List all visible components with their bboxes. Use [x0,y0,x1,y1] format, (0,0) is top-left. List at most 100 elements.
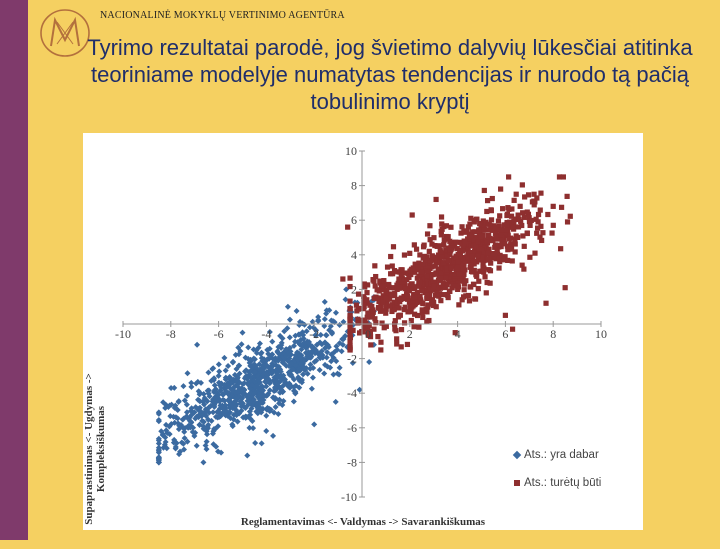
data-point [388,292,394,298]
data-point [190,424,197,431]
data-point [419,310,425,316]
data-point [222,382,229,389]
data-point [459,258,465,264]
data-point [467,221,473,227]
data-point [183,409,190,416]
data-point [427,277,433,283]
data-point [340,318,347,325]
chart-canvas: -10 -8 -6 -4 -2 0 2 4 6 8 10 10 8 6 4 2 -2 -4 -6 -8 -10 [115,144,607,504]
data-point [466,298,473,304]
data-point [254,383,261,390]
data-point [270,394,277,401]
data-point [429,241,435,247]
data-point [270,432,277,439]
data-point [332,309,339,316]
data-point [427,274,433,280]
data-point [442,284,448,291]
data-point [505,247,511,253]
data-point [389,263,395,269]
data-point [159,432,166,439]
data-point [435,266,441,272]
data-point [345,224,351,230]
data-point [486,247,492,254]
data-point [398,296,404,303]
data-point [281,328,288,335]
data-point [241,390,248,397]
data-point [286,316,293,323]
data-point [323,310,330,317]
data-point [497,252,503,258]
data-point [426,248,432,254]
data-point [299,363,306,370]
data-point [449,285,455,291]
data-point [279,401,286,408]
data-point [501,256,508,262]
data-point [478,254,485,261]
data-point [448,265,454,271]
data-point [328,351,335,358]
data-point [411,242,417,248]
data-point [233,382,240,389]
data-point [378,339,384,345]
data-point [195,388,202,395]
data-point [444,282,450,288]
data-point [267,364,274,371]
data-point [471,250,478,256]
data-point [193,442,200,449]
data-point [307,361,314,368]
data-point [166,431,173,438]
data-point [370,309,376,315]
data-point [431,299,437,305]
data-point [418,266,424,272]
data-point [272,384,279,391]
data-point [365,282,371,288]
scatter-chart: -10 -8 -6 -4 -2 0 2 4 6 8 10 10 8 6 4 2 -2 -4 -6 -8 -10 Supa… [83,133,643,530]
data-point [338,348,345,355]
data-point [429,253,435,259]
data-point [347,298,353,304]
data-point [476,227,482,233]
data-point [438,214,445,220]
data-point [266,387,273,394]
data-point [218,380,225,387]
data-point [386,281,392,288]
data-point [364,297,370,303]
data-point [372,283,378,289]
data-point [180,440,187,447]
data-point [299,329,306,336]
data-point [250,425,257,432]
data-point [490,250,496,257]
data-point [181,446,188,453]
data-point [509,326,516,332]
x-tick-label: 4 [455,327,461,341]
data-point [444,248,450,255]
data-point [438,270,444,276]
data-point [250,355,257,362]
data-point [408,271,414,278]
data-point [436,243,442,249]
data-point [402,286,408,292]
data-point [437,276,444,282]
data-point [461,228,467,234]
data-point [461,261,467,267]
data-point [465,292,472,299]
data-point [481,187,487,194]
y-tick-label: -10 [341,490,357,504]
data-point [298,360,305,367]
data-point [452,330,458,336]
data-point [222,367,229,374]
data-point [508,241,514,247]
data-point [489,195,495,202]
data-point [460,294,467,300]
data-point [418,272,424,278]
data-point [509,206,515,212]
data-point [249,363,256,370]
data-point [195,414,202,421]
data-point [237,398,244,405]
data-point [457,247,463,253]
data-point [407,309,414,315]
data-point [480,262,486,268]
data-point [480,218,486,224]
data-point [424,231,431,237]
data-point [492,242,499,248]
